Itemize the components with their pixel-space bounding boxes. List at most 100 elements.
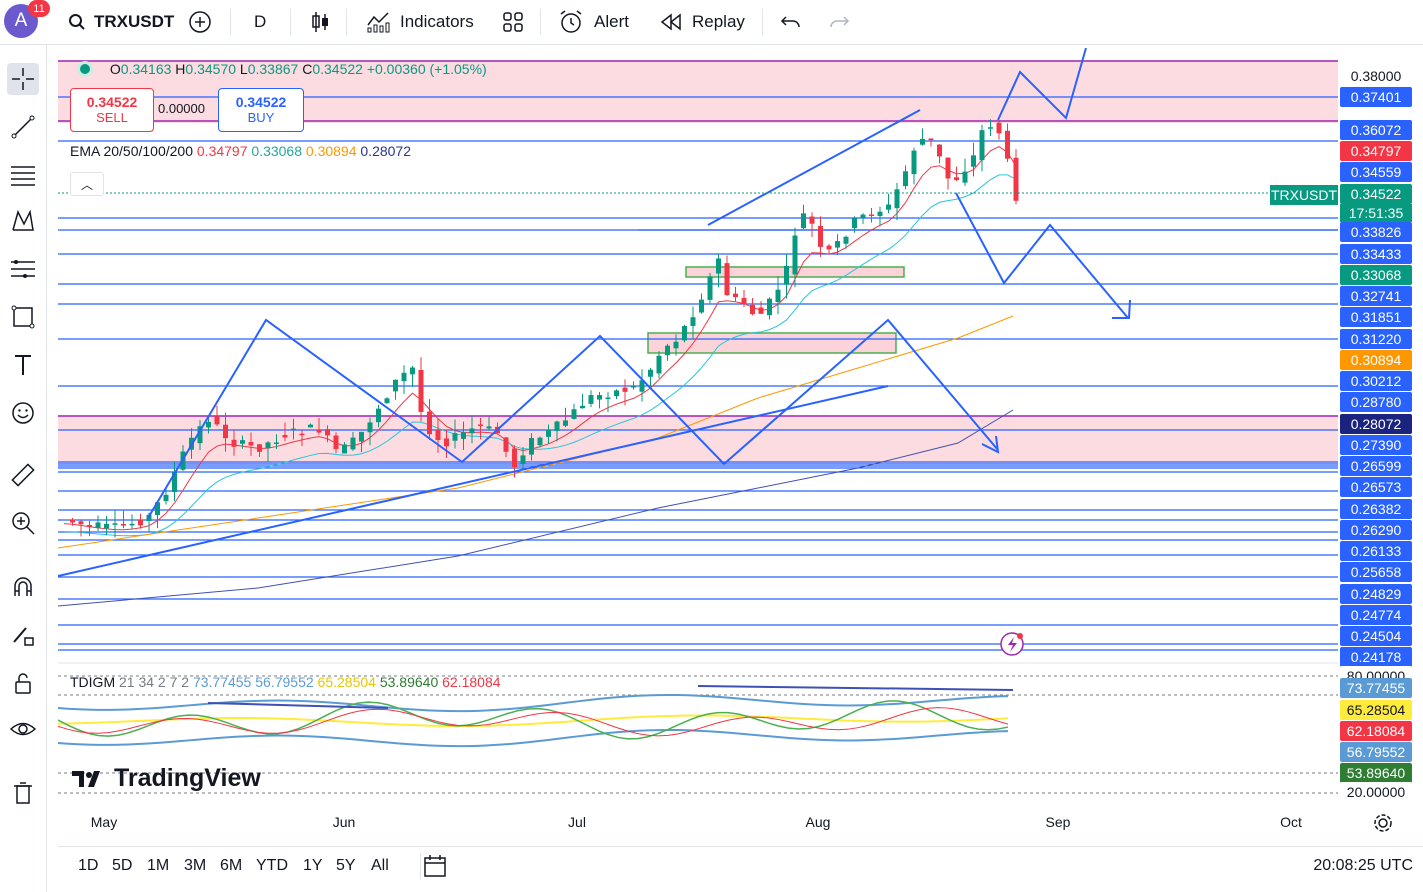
lightning-dot xyxy=(1017,633,1023,639)
tdi-rsi-value: 53.89640 xyxy=(379,674,439,690)
tdi-lower-band xyxy=(58,728,1009,748)
tdi-lines xyxy=(58,685,1014,748)
price-axis-label: 0.31220 xyxy=(1340,329,1412,349)
high-value: 0.34570 xyxy=(185,61,237,77)
range-all[interactable]: All xyxy=(371,857,389,874)
current-price-label: 0.34522 xyxy=(1340,184,1412,204)
candle-body xyxy=(597,395,602,400)
range-1y[interactable]: 1Y xyxy=(303,857,323,874)
trend-line-tool[interactable] xyxy=(7,111,39,143)
candle-body xyxy=(614,390,619,397)
clock-utc[interactable]: 20:08:25 UTC xyxy=(1313,857,1413,874)
fib-tool[interactable] xyxy=(7,159,39,191)
time-axis[interactable]: May Jun Jul Aug Sep Oct xyxy=(58,810,1338,836)
lock-drawings-tool[interactable] xyxy=(7,667,39,699)
range-5y[interactable]: 5Y xyxy=(336,857,356,874)
zoom-tool[interactable] xyxy=(7,507,39,539)
candle-body xyxy=(996,122,1002,134)
tdi-middle-band-value: 65.28504 xyxy=(317,674,376,690)
candle-body xyxy=(894,189,900,209)
go-to-date-button[interactable] xyxy=(422,853,448,884)
ema-legend: EMA 20/50/100/200 0.34797 0.33068 0.3089… xyxy=(70,143,411,159)
candle-body xyxy=(282,435,288,438)
candle-body xyxy=(257,444,262,452)
candle-body xyxy=(469,428,475,434)
tdi-lower-band-value: 56.79552 xyxy=(255,674,314,690)
crosshair-tool[interactable] xyxy=(7,63,39,95)
candle-body xyxy=(733,293,738,298)
candle-body xyxy=(724,263,730,296)
candle-body xyxy=(265,442,271,449)
candle-body xyxy=(580,405,585,409)
range-3m[interactable]: 3M xyxy=(184,857,207,874)
candle-body xyxy=(410,367,415,375)
close-value: 0.34522 xyxy=(312,61,363,77)
candle-body xyxy=(223,424,228,439)
drawing-toolbar xyxy=(0,45,47,892)
candle-body xyxy=(461,432,466,439)
compare-button[interactable] xyxy=(188,0,212,44)
tdi-rsi-line xyxy=(58,700,1009,740)
interval-button[interactable]: D xyxy=(254,12,267,31)
rewind-icon xyxy=(660,13,681,31)
candle-body xyxy=(155,502,160,516)
pattern-tool[interactable] xyxy=(7,205,39,237)
tradingview-logo: TradingView xyxy=(72,764,261,793)
candle-body xyxy=(835,241,840,248)
range-5d[interactable]: 5D xyxy=(112,857,133,874)
candle-body xyxy=(563,420,568,426)
ema200-line xyxy=(58,409,1014,607)
text-tool[interactable] xyxy=(7,349,39,381)
symbol-search-button[interactable]: TRXUSDT xyxy=(68,0,174,44)
candle-body xyxy=(350,437,356,450)
range-ytd[interactable]: YTD xyxy=(256,857,288,874)
sell-button[interactable]: 0.34522 SELL xyxy=(70,88,154,132)
market-status-dot xyxy=(80,64,90,74)
forecast-tool[interactable] xyxy=(7,253,39,285)
lightning-indicator[interactable] xyxy=(1000,632,1024,656)
range-1m[interactable]: 1M xyxy=(147,857,170,874)
range-1d[interactable]: 1D xyxy=(78,857,99,874)
indicators-button[interactable]: Indicators xyxy=(366,0,474,44)
candle-body xyxy=(648,369,653,377)
magnet-tool[interactable] xyxy=(7,571,39,603)
replay-button[interactable]: Replay xyxy=(660,0,745,44)
undo-button[interactable] xyxy=(780,0,802,44)
candle-body xyxy=(342,444,347,454)
candle-body xyxy=(87,525,92,527)
tdi-signal-value: 62.18084 xyxy=(442,674,501,690)
zigzag-projection-right xyxy=(955,192,1129,319)
channel-top-line xyxy=(707,109,921,226)
range-6m[interactable]: 6M xyxy=(220,857,243,874)
price-chart[interactable] xyxy=(58,48,1338,808)
remove-drawings-tool[interactable] xyxy=(7,777,39,809)
zoom-in-icon xyxy=(12,512,35,535)
candle-body xyxy=(486,426,492,429)
emoji-tool[interactable] xyxy=(7,397,39,429)
alert-button[interactable]: Alert xyxy=(558,0,629,44)
collapse-legend-button[interactable]: ︿ xyxy=(70,172,104,196)
price-axis-label: 0.31851 xyxy=(1340,307,1412,327)
candle-body xyxy=(903,171,908,187)
chart-settings-button[interactable] xyxy=(1372,812,1394,839)
stay-in-drawing-tool[interactable] xyxy=(7,619,39,651)
price-axis-label: 0.33433 xyxy=(1340,244,1412,264)
time-label: Sep xyxy=(1045,814,1071,830)
hide-drawings-tool[interactable] xyxy=(7,713,39,745)
chart-type-button[interactable] xyxy=(310,0,330,44)
buy-button[interactable]: 0.34522 BUY xyxy=(218,88,304,132)
rectangle-tool[interactable] xyxy=(7,301,39,333)
candle-body xyxy=(554,421,560,431)
candle-body xyxy=(750,304,755,315)
redo-button[interactable] xyxy=(828,0,850,44)
layouts-button[interactable] xyxy=(502,0,524,44)
text-icon xyxy=(15,355,31,375)
toolbar-divider xyxy=(420,853,421,879)
measure-tool[interactable] xyxy=(7,459,39,491)
candle-body xyxy=(129,523,135,526)
pencil-lock-icon xyxy=(13,627,34,646)
gear-icon xyxy=(1374,814,1392,832)
trend-line-icon xyxy=(11,115,35,139)
redo-icon xyxy=(830,16,850,28)
candle-body xyxy=(639,380,645,392)
